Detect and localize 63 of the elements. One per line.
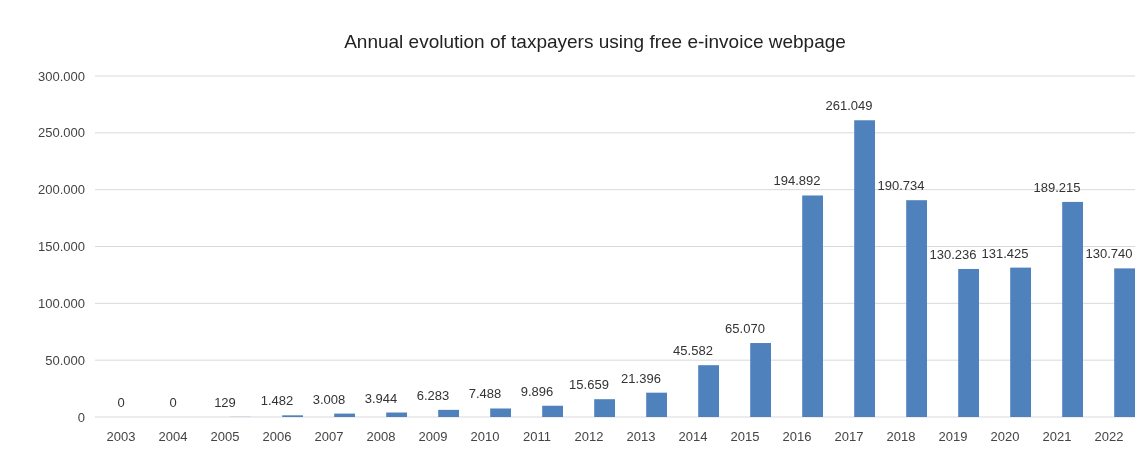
x-tick-label: 2012 [574,429,604,444]
bar [1062,201,1083,417]
data-label: 131.425 [981,245,1029,261]
data-label: 3.944 [364,390,398,406]
x-tick-label: 2003 [106,429,136,444]
data-label: 9.896 [520,383,554,399]
bar [1010,267,1031,417]
x-tick-label: 2018 [886,429,916,444]
data-label: 261.049 [825,98,873,114]
x-tick-label: 2005 [210,429,240,444]
data-label: 130.740 [1085,246,1133,262]
x-tick-label: 2022 [1094,429,1124,444]
data-label: 65.070 [725,321,765,337]
data-label: 194.892 [773,173,821,189]
y-tick-label: 300.000 [38,68,85,84]
y-tick-label: 150.000 [38,239,85,255]
x-tick-label: 2019 [938,429,968,444]
x-tick-label: 2014 [678,429,708,444]
data-label: 130.236 [929,246,977,262]
data-label: 129 [214,394,236,410]
bar [438,409,459,417]
bar [958,268,979,417]
data-label: 3.008 [312,391,346,407]
data-label: 6.283 [416,387,450,403]
bar [594,399,615,417]
data-label: 45.582 [673,343,713,359]
x-tick-label: 2004 [158,429,188,444]
x-tick-label: 2013 [626,429,656,444]
x-tick-label: 2016 [782,429,812,444]
bar [698,365,719,417]
data-label: 190.734 [877,178,925,194]
x-tick-label: 2010 [470,429,500,444]
x-tick-label: 2020 [990,429,1020,444]
y-tick-label: 100.000 [38,295,85,311]
y-tick-label: 0 [77,409,85,425]
y-tick-label: 50.000 [45,352,85,368]
data-label: 21.396 [621,370,661,386]
data-label: 7.488 [468,386,502,402]
bar [386,412,407,417]
chart-title: Annual evolution of taxpayers using free e-invoice webpage [344,31,846,52]
bar [906,200,927,417]
x-tick-label: 2021 [1042,429,1072,444]
bar [646,392,667,417]
bar [854,120,875,417]
bar [542,405,563,417]
y-tick-label: 250.000 [38,125,85,141]
data-label: 15.659 [569,377,609,393]
data-label: 0 [117,395,125,410]
data-label: 0 [169,395,177,410]
x-tick-label: 2007 [314,429,344,444]
y-tick-label: 200.000 [38,182,85,198]
bar [802,195,823,417]
bar [750,343,771,417]
bar [490,408,511,417]
x-tick-label: 2011 [523,429,551,444]
x-tick-label: 2009 [418,429,448,444]
x-tick-label: 2008 [366,429,396,444]
data-label: 189.215 [1033,179,1081,195]
x-tick-label: 2017 [834,429,864,444]
x-tick-label: 2006 [262,429,292,444]
data-label: 1.482 [260,393,294,409]
bar [1114,268,1135,417]
x-tick-label: 2015 [730,429,760,444]
